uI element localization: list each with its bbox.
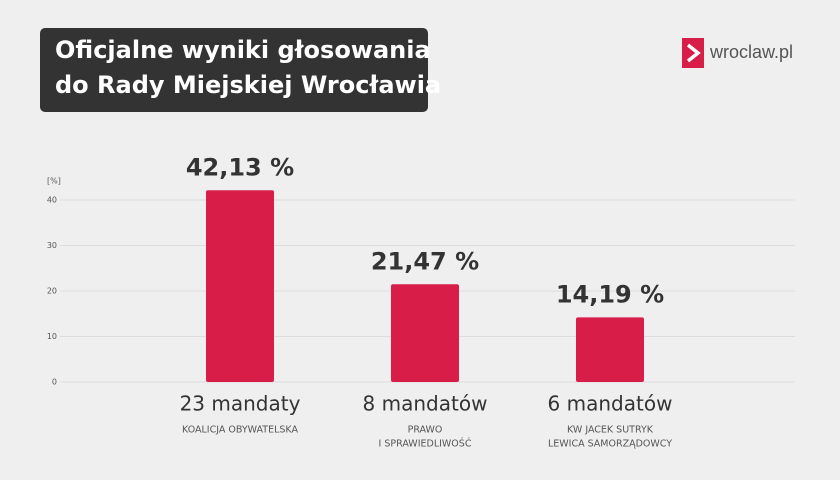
title-box: [40, 28, 428, 112]
category-subtitle: LEWICA SAMORZĄDOWCY: [548, 439, 672, 450]
logo-icon: [682, 38, 704, 68]
x-tick-label: 6 mandatów: [548, 392, 673, 416]
y-tick-label: 20: [47, 287, 57, 296]
chart-title: do Rady Miejskiej Wrocławia: [55, 71, 441, 99]
x-tick-label: 23 mandaty: [180, 392, 301, 416]
bar: [576, 317, 644, 382]
y-tick-label: 0: [52, 378, 57, 387]
chart-title: Oficjalne wyniki głosowania: [55, 36, 431, 64]
category-subtitle: I SPRAWIEDLIWOŚĆ: [379, 438, 472, 450]
y-axis-label: [%]: [47, 177, 61, 186]
value-label: 21,47 %: [371, 247, 479, 275]
y-tick-label: 10: [47, 332, 57, 341]
category-subtitle: PRAWO: [408, 425, 443, 436]
category-subtitle: KW JACEK SUTRYK: [567, 425, 654, 436]
bar: [391, 284, 459, 382]
brand: wroclaw.pl: [709, 42, 793, 62]
logo-chevron: [686, 43, 701, 63]
y-tick-label: 30: [47, 241, 57, 250]
bar: [206, 190, 274, 382]
y-tick-label: 40: [47, 196, 57, 205]
value-label: 42,13 %: [186, 153, 294, 181]
category-subtitle: KOALICJA OBYWATELSKA: [182, 425, 299, 436]
value-label: 14,19 %: [556, 280, 664, 308]
x-tick-label: 8 mandatów: [363, 392, 488, 416]
